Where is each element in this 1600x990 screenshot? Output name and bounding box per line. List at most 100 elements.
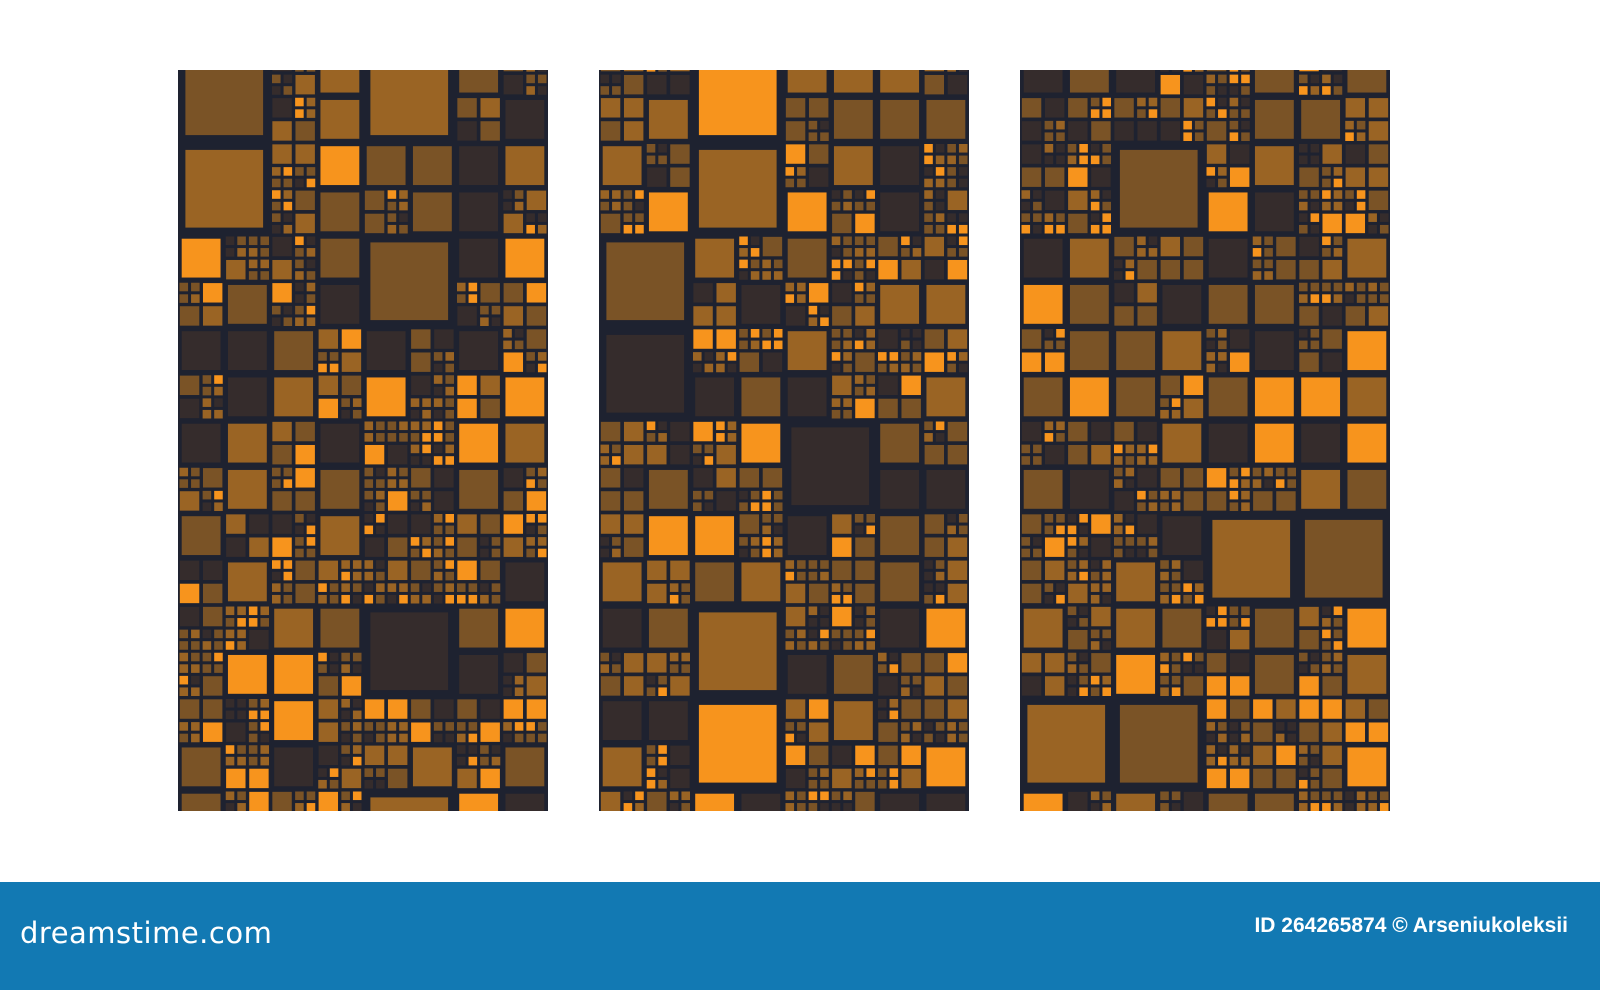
tile (1102, 97, 1111, 107)
tile (926, 608, 966, 648)
tile (646, 433, 656, 442)
tile (924, 676, 945, 696)
tile (283, 305, 293, 315)
tile (947, 560, 968, 581)
tile (797, 560, 806, 569)
tile (833, 701, 873, 741)
tile (376, 583, 385, 592)
tile (1102, 144, 1111, 153)
tile (1183, 560, 1204, 581)
tile (670, 676, 690, 696)
tile (1218, 74, 1227, 84)
tile (808, 791, 818, 801)
tile (623, 121, 644, 141)
tile (785, 768, 806, 789)
tile (741, 423, 781, 463)
tile (1241, 490, 1250, 500)
tile (1021, 201, 1031, 211)
tile (376, 490, 385, 500)
tile (832, 514, 852, 534)
tile (1356, 282, 1366, 292)
tile (646, 144, 656, 153)
tile (1148, 236, 1158, 246)
tile (924, 74, 945, 95)
tile (295, 282, 304, 292)
tile (526, 306, 547, 326)
tile (647, 444, 667, 465)
tile (1322, 676, 1342, 696)
tile (295, 583, 315, 604)
tile (237, 710, 246, 720)
tile (1090, 560, 1100, 569)
tile (670, 167, 690, 187)
tile (924, 514, 945, 534)
tile (750, 248, 760, 257)
tile (785, 791, 795, 801)
tile (843, 803, 852, 811)
tile (306, 109, 316, 118)
tile (225, 699, 235, 708)
tile (832, 606, 852, 627)
tile (318, 722, 339, 742)
tile (412, 747, 452, 787)
tile (698, 704, 777, 783)
tile (1299, 190, 1308, 199)
tile (958, 236, 968, 246)
pattern-panel-center (599, 70, 969, 811)
tile (1275, 479, 1285, 488)
tile (422, 490, 431, 500)
tile (924, 571, 933, 581)
tile (1299, 340, 1308, 350)
tile (341, 756, 350, 766)
tile (1067, 618, 1077, 627)
tile (1137, 514, 1157, 534)
tile (283, 560, 293, 569)
tile (225, 629, 235, 639)
tile (274, 331, 314, 371)
tile (1310, 190, 1320, 199)
tile (526, 213, 535, 222)
tile (1067, 675, 1077, 685)
tile (202, 699, 223, 719)
tile (202, 641, 212, 650)
tile (958, 248, 968, 257)
tile (658, 745, 667, 754)
tile (704, 490, 714, 500)
tile (750, 236, 760, 246)
tile (797, 167, 806, 176)
tile (179, 282, 189, 292)
tile (1171, 571, 1181, 581)
tile (1345, 132, 1354, 141)
tile (901, 236, 910, 246)
tile (329, 363, 339, 373)
tile (912, 363, 922, 373)
tile (1102, 190, 1111, 199)
tile (526, 653, 547, 673)
tile (1171, 409, 1181, 419)
tile (352, 791, 362, 801)
tile (445, 583, 454, 592)
tile (480, 98, 500, 118)
tile (623, 421, 644, 442)
tile (808, 779, 818, 789)
tile (272, 479, 281, 488)
tile (399, 722, 408, 731)
tile (1125, 444, 1135, 454)
tile (693, 444, 702, 454)
tile (854, 236, 864, 246)
tile (901, 699, 921, 719)
tile (716, 468, 736, 488)
tile (855, 213, 875, 234)
tile (693, 468, 713, 488)
tile (878, 652, 887, 662)
tile (503, 306, 524, 326)
tile (831, 201, 841, 211)
tile (503, 190, 512, 199)
tile (1033, 548, 1042, 558)
tile (1333, 282, 1343, 292)
tile (318, 664, 327, 673)
tile (503, 70, 524, 72)
tile (1241, 70, 1250, 72)
tile (1333, 167, 1343, 176)
tile (306, 294, 316, 303)
